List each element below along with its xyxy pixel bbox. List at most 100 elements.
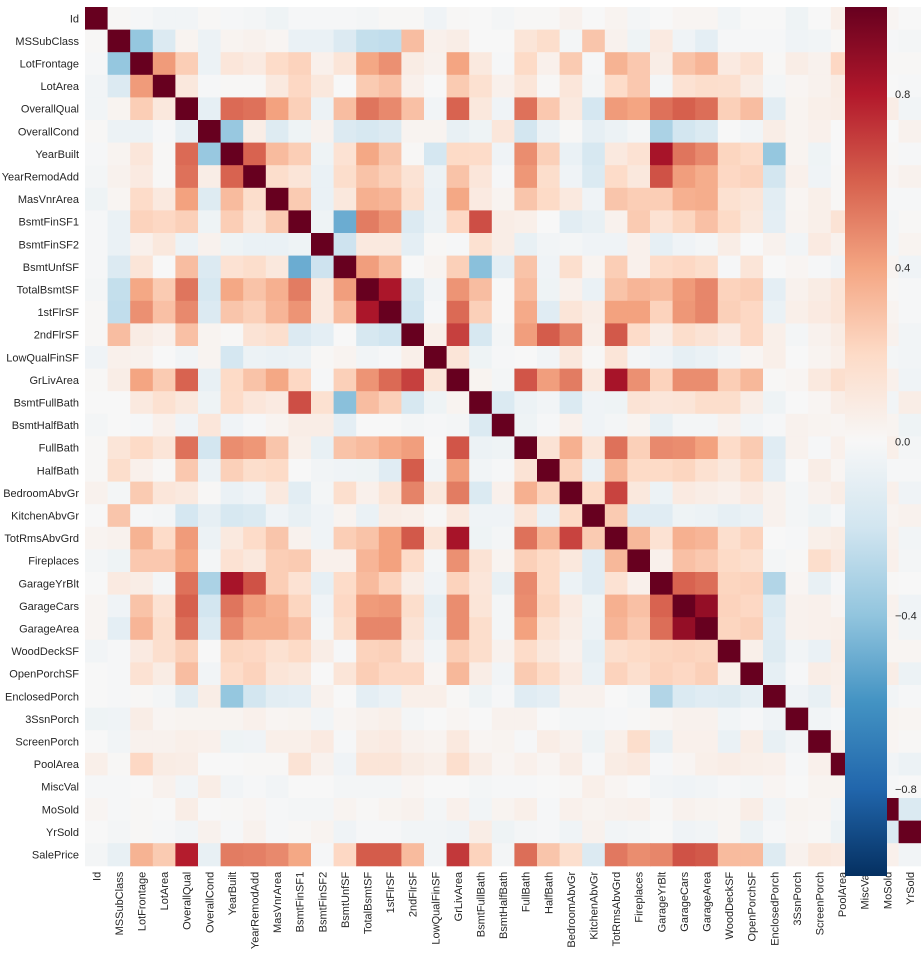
heatmap-cell bbox=[740, 752, 764, 776]
heatmap-cell bbox=[152, 707, 176, 731]
heatmap-cell bbox=[763, 165, 787, 189]
x-tick-label: 1stFlrSF bbox=[385, 872, 397, 914]
heatmap-cell bbox=[356, 300, 380, 324]
heatmap-cell bbox=[265, 187, 289, 211]
heatmap-cell bbox=[514, 798, 538, 822]
heatmap-cell bbox=[604, 549, 628, 573]
heatmap-cell bbox=[604, 52, 628, 76]
heatmap-cell bbox=[107, 549, 131, 573]
x-tick-label: 3SsnPorch bbox=[792, 872, 804, 926]
heatmap-cell bbox=[85, 323, 109, 347]
heatmap-cell bbox=[808, 278, 832, 302]
heatmap-cell bbox=[198, 323, 222, 347]
heatmap-cell bbox=[763, 504, 787, 528]
heatmap-cell bbox=[424, 255, 448, 279]
heatmap-cell bbox=[311, 29, 335, 53]
heatmap-cell bbox=[785, 549, 809, 573]
heatmap-cell bbox=[288, 74, 312, 98]
heatmap-cell bbox=[469, 526, 493, 550]
heatmap-cell bbox=[378, 233, 402, 257]
heatmap-cell bbox=[401, 798, 425, 822]
heatmap-cell bbox=[243, 436, 267, 460]
heatmap-cell bbox=[130, 481, 154, 505]
heatmap-cell bbox=[785, 685, 809, 709]
heatmap-cell bbox=[288, 459, 312, 483]
heatmap-cell bbox=[152, 730, 176, 754]
heatmap-cell bbox=[559, 413, 583, 437]
heatmap-cell bbox=[198, 368, 222, 392]
heatmap-cell bbox=[627, 74, 651, 98]
heatmap-cell bbox=[740, 323, 764, 347]
heatmap-cell bbox=[514, 74, 538, 98]
heatmap-cell bbox=[514, 7, 538, 31]
heatmap-cell bbox=[740, 572, 764, 596]
x-tick-label: WoodDeckSF bbox=[724, 872, 736, 940]
heatmap-cell bbox=[288, 572, 312, 596]
heatmap-cell bbox=[559, 391, 583, 415]
heatmap-cell bbox=[401, 572, 425, 596]
heatmap-cell bbox=[717, 504, 741, 528]
heatmap-cell bbox=[898, 413, 921, 437]
heatmap-cell bbox=[785, 368, 809, 392]
heatmap-cell bbox=[288, 323, 312, 347]
heatmap-cell bbox=[695, 278, 719, 302]
heatmap-cell bbox=[107, 97, 131, 121]
heatmap-cell bbox=[220, 278, 244, 302]
heatmap-cell bbox=[672, 504, 696, 528]
heatmap-cell bbox=[85, 210, 109, 234]
heatmap-cell bbox=[808, 752, 832, 776]
heatmap-cell bbox=[152, 639, 176, 663]
heatmap-cell bbox=[695, 346, 719, 370]
heatmap-cell bbox=[152, 142, 176, 166]
heatmap-cell bbox=[898, 210, 921, 234]
heatmap-cell bbox=[695, 7, 719, 31]
y-tick-label: OverallCond bbox=[18, 126, 79, 138]
heatmap-cell bbox=[650, 29, 674, 53]
heatmap-cell bbox=[130, 413, 154, 437]
heatmap-cell bbox=[763, 685, 787, 709]
heatmap-cell bbox=[808, 29, 832, 53]
heatmap-cell bbox=[356, 29, 380, 53]
heatmap-cell bbox=[446, 368, 470, 392]
heatmap-cell bbox=[785, 662, 809, 686]
heatmap-cell bbox=[243, 594, 267, 618]
heatmap-cell bbox=[378, 323, 402, 347]
heatmap-cell bbox=[265, 843, 289, 867]
heatmap-cell bbox=[198, 255, 222, 279]
heatmap-cell bbox=[107, 798, 131, 822]
heatmap-cell bbox=[898, 843, 921, 867]
heatmap-cell bbox=[356, 413, 380, 437]
heatmap-cell bbox=[604, 707, 628, 731]
heatmap-cell bbox=[220, 300, 244, 324]
heatmap-cell bbox=[491, 549, 515, 573]
heatmap-cell bbox=[220, 639, 244, 663]
heatmap-cell bbox=[333, 775, 357, 799]
heatmap-cell bbox=[672, 346, 696, 370]
heatmap-cell bbox=[582, 572, 606, 596]
heatmap-cell bbox=[288, 798, 312, 822]
heatmap-cell bbox=[491, 278, 515, 302]
heatmap-cell bbox=[763, 617, 787, 641]
heatmap-cell bbox=[604, 142, 628, 166]
heatmap-cell bbox=[604, 233, 628, 257]
heatmap-cell bbox=[333, 752, 357, 776]
heatmap-cell bbox=[650, 798, 674, 822]
heatmap-cell bbox=[763, 97, 787, 121]
heatmap-cell bbox=[537, 7, 561, 31]
heatmap-cell bbox=[220, 820, 244, 844]
x-tick-label: PoolArea bbox=[837, 871, 849, 917]
heatmap-cell bbox=[740, 187, 764, 211]
heatmap-cell bbox=[424, 210, 448, 234]
heatmap-cell bbox=[175, 662, 199, 686]
heatmap-cell bbox=[537, 504, 561, 528]
heatmap-cell bbox=[582, 707, 606, 731]
heatmap-cell bbox=[198, 7, 222, 31]
heatmap-cell bbox=[740, 368, 764, 392]
heatmap-cell bbox=[265, 300, 289, 324]
heatmap-cell bbox=[491, 572, 515, 596]
heatmap-cell bbox=[469, 685, 493, 709]
heatmap-cell bbox=[672, 29, 696, 53]
heatmap-cell bbox=[311, 526, 335, 550]
heatmap-cell bbox=[514, 481, 538, 505]
heatmap-cell bbox=[85, 120, 109, 144]
